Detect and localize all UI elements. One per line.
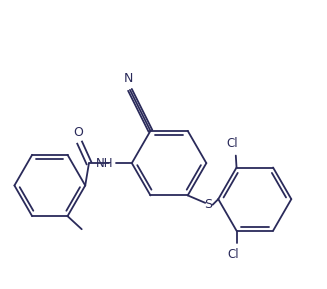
Text: Cl: Cl — [226, 137, 238, 150]
Text: S: S — [204, 198, 212, 211]
Text: NH: NH — [96, 158, 113, 171]
Text: O: O — [73, 126, 83, 139]
Text: Cl: Cl — [227, 248, 239, 261]
Text: N: N — [123, 72, 133, 85]
